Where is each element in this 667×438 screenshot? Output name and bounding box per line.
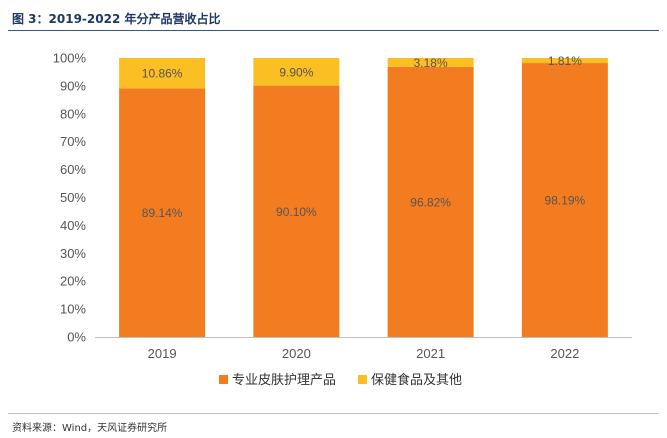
title-rule [8,30,659,31]
y-tick-label: 10% [60,302,86,317]
y-tick-label: 50% [60,190,86,205]
data-label: 96.82% [410,195,451,209]
footer-rule [8,413,659,414]
x-tick-label: 2021 [416,346,445,361]
bar-segment-skin-care-2019 [119,88,206,337]
legend-swatch [219,375,228,384]
bar-segment-health-food-2022 [521,58,608,64]
data-label: 9.90% [279,65,313,79]
data-label: 3.18% [414,56,448,70]
legend-swatch [358,375,367,384]
bar-segment-health-food-2020 [253,58,340,86]
y-tick-label: 80% [60,106,86,121]
data-label: 90.10% [276,205,317,219]
bar-segment-health-food-2021 [387,58,474,67]
figure-title: 图 3：2019-2022 年分产品营收占比 [12,12,221,26]
y-tick-label: 0% [67,330,86,345]
y-tick-label: 100% [53,51,87,66]
bar-segment-skin-care-2020 [253,85,340,337]
data-label: 1.81% [548,54,582,68]
data-label: 89.14% [142,206,183,220]
legend-label: 专业皮肤护理产品 [232,373,336,388]
x-tick-label: 2019 [148,346,177,361]
data-label: 98.19% [545,194,586,208]
stacked-bar-chart: 0% 10% 20% 30% 40% 50% 60% 70% 80% 90% 100% 89.14% 1… [53,51,632,388]
bar-segment-skin-care-2021 [387,66,474,338]
y-tick-label: 20% [60,274,86,289]
bar-segment-skin-care-2022 [521,63,608,338]
y-tick-label: 90% [60,78,86,93]
x-tick-label: 2020 [282,346,311,361]
y-tick-label: 60% [60,162,86,177]
x-tick-label: 2022 [550,346,579,361]
source-note: 资料来源：Wind，天风证券研究所 [12,423,168,434]
data-label: 10.86% [142,67,183,81]
y-tick-label: 70% [60,134,86,149]
bar-segment-health-food-2019 [119,58,206,89]
y-tick-label: 30% [60,246,86,261]
legend-label: 保健食品及其他 [371,372,462,388]
y-tick-label: 40% [60,218,86,233]
